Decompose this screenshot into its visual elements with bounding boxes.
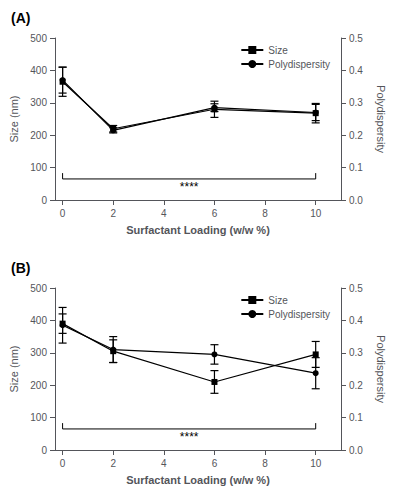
svg-text:0.3: 0.3: [349, 97, 363, 108]
svg-text:Size: Size: [268, 295, 288, 306]
svg-text:0.3: 0.3: [349, 347, 363, 358]
svg-text:(A): (A): [11, 10, 30, 26]
svg-text:Size (nm): Size (nm): [8, 95, 20, 142]
svg-text:500: 500: [30, 33, 47, 44]
svg-text:Polydispersity: Polydispersity: [375, 335, 387, 403]
svg-text:500: 500: [30, 283, 47, 294]
svg-text:300: 300: [30, 347, 47, 358]
svg-text:0.4: 0.4: [349, 315, 363, 326]
svg-text:Size (nm): Size (nm): [8, 345, 20, 392]
svg-text:0.2: 0.2: [349, 130, 363, 141]
svg-text:0.1: 0.1: [349, 412, 363, 423]
svg-text:Polydispersity: Polydispersity: [268, 309, 330, 320]
svg-text:8: 8: [262, 208, 268, 219]
svg-text:0.0: 0.0: [349, 445, 363, 456]
svg-text:Polydispersity: Polydispersity: [375, 85, 387, 153]
svg-text:Surfactant Loading (w/w %): Surfactant Loading (w/w %): [126, 224, 270, 236]
svg-text:(B): (B): [11, 260, 30, 276]
svg-text:0: 0: [41, 195, 47, 206]
svg-text:4: 4: [161, 208, 167, 219]
svg-text:0: 0: [41, 445, 47, 456]
svg-text:Polydispersity: Polydispersity: [268, 59, 330, 70]
svg-text:****: ****: [180, 180, 199, 194]
svg-text:300: 300: [30, 97, 47, 108]
svg-text:0.4: 0.4: [349, 65, 363, 76]
svg-text:0.5: 0.5: [349, 283, 363, 294]
svg-text:10: 10: [310, 458, 322, 469]
svg-text:0: 0: [60, 458, 66, 469]
svg-text:4: 4: [161, 458, 167, 469]
svg-text:10: 10: [310, 208, 322, 219]
svg-text:0.1: 0.1: [349, 162, 363, 173]
svg-text:Size: Size: [268, 45, 288, 56]
svg-text:0: 0: [60, 208, 66, 219]
svg-text:400: 400: [30, 315, 47, 326]
svg-text:2: 2: [110, 458, 116, 469]
svg-text:0.5: 0.5: [349, 33, 363, 44]
svg-text:200: 200: [30, 380, 47, 391]
svg-text:6: 6: [212, 208, 218, 219]
svg-text:100: 100: [30, 162, 47, 173]
svg-text:0.0: 0.0: [349, 195, 363, 206]
svg-text:****: ****: [180, 430, 199, 444]
svg-text:6: 6: [212, 458, 218, 469]
svg-text:100: 100: [30, 412, 47, 423]
svg-text:400: 400: [30, 65, 47, 76]
svg-text:8: 8: [262, 458, 268, 469]
svg-text:2: 2: [110, 208, 116, 219]
svg-text:200: 200: [30, 130, 47, 141]
svg-text:Surfactant Loading (w/w %): Surfactant Loading (w/w %): [126, 474, 270, 486]
svg-text:0.2: 0.2: [349, 380, 363, 391]
